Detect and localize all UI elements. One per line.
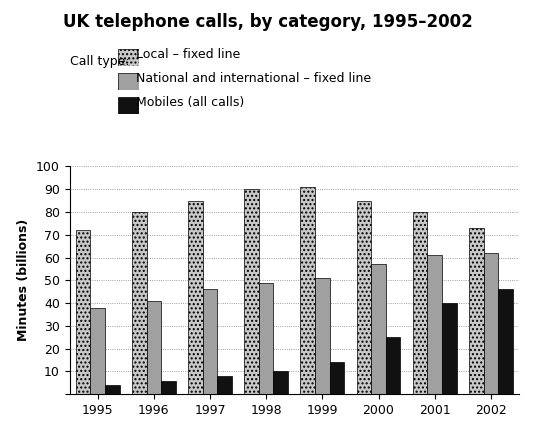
Text: Mobiles (all calls): Mobiles (all calls) (136, 96, 244, 110)
Text: National and international – fixed line: National and international – fixed line (136, 72, 371, 85)
Bar (244, 189, 259, 394)
Bar (259, 283, 273, 394)
FancyBboxPatch shape (118, 49, 139, 66)
Bar (76, 230, 90, 394)
Text: Call type:: Call type: (70, 55, 129, 68)
Text: Local – fixed line: Local – fixed line (136, 48, 241, 61)
Bar (315, 278, 330, 394)
Bar (217, 376, 232, 394)
Bar (161, 381, 175, 394)
Bar (427, 255, 442, 394)
Bar (273, 371, 288, 394)
Bar (484, 253, 498, 394)
Bar (357, 201, 371, 394)
Bar (90, 307, 105, 394)
Bar (132, 212, 147, 394)
Bar (330, 362, 344, 394)
Bar (147, 301, 161, 394)
FancyBboxPatch shape (118, 73, 139, 90)
FancyBboxPatch shape (118, 97, 139, 114)
Bar (371, 265, 386, 394)
Bar (203, 290, 217, 394)
Bar (469, 228, 484, 394)
Bar (301, 187, 315, 394)
Bar (105, 385, 119, 394)
Y-axis label: Minutes (billions): Minutes (billions) (18, 219, 30, 342)
Bar (413, 212, 427, 394)
Bar (188, 201, 203, 394)
Bar (442, 303, 456, 394)
Text: UK telephone calls, by category, 1995–2002: UK telephone calls, by category, 1995–20… (63, 13, 472, 31)
Bar (498, 290, 513, 394)
Bar (386, 337, 400, 394)
